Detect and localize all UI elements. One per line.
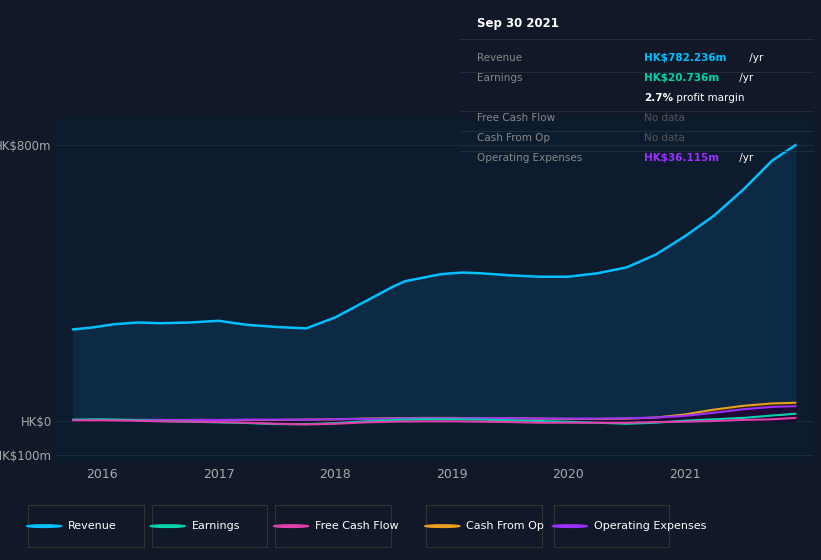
Text: 2.7%: 2.7% [644,93,673,103]
Text: Cash From Op: Cash From Op [478,133,551,143]
FancyBboxPatch shape [426,505,542,547]
Text: No data: No data [644,133,685,143]
Text: HK$20.736m: HK$20.736m [644,73,719,83]
Text: Operating Expenses: Operating Expenses [594,521,706,531]
Circle shape [273,525,309,528]
Text: Earnings: Earnings [478,73,523,83]
Text: profit margin: profit margin [672,93,744,103]
Text: HK$36.115m: HK$36.115m [644,152,719,162]
FancyBboxPatch shape [28,505,144,547]
Text: No data: No data [644,113,685,123]
Text: HK$782.236m: HK$782.236m [644,53,727,63]
FancyBboxPatch shape [152,505,267,547]
Circle shape [424,525,460,528]
Text: Revenue: Revenue [478,53,523,63]
Text: Free Cash Flow: Free Cash Flow [315,521,398,531]
Circle shape [26,525,62,528]
Text: Revenue: Revenue [68,521,117,531]
Text: Operating Expenses: Operating Expenses [478,152,583,162]
Text: Free Cash Flow: Free Cash Flow [478,113,556,123]
Text: Earnings: Earnings [191,521,240,531]
Circle shape [553,525,587,528]
Text: /yr: /yr [745,53,763,63]
Text: /yr: /yr [736,152,754,162]
Text: Sep 30 2021: Sep 30 2021 [478,17,559,30]
Circle shape [150,525,185,528]
Text: /yr: /yr [736,73,754,83]
FancyBboxPatch shape [554,505,669,547]
FancyBboxPatch shape [275,505,391,547]
Text: Cash From Op: Cash From Op [466,521,544,531]
